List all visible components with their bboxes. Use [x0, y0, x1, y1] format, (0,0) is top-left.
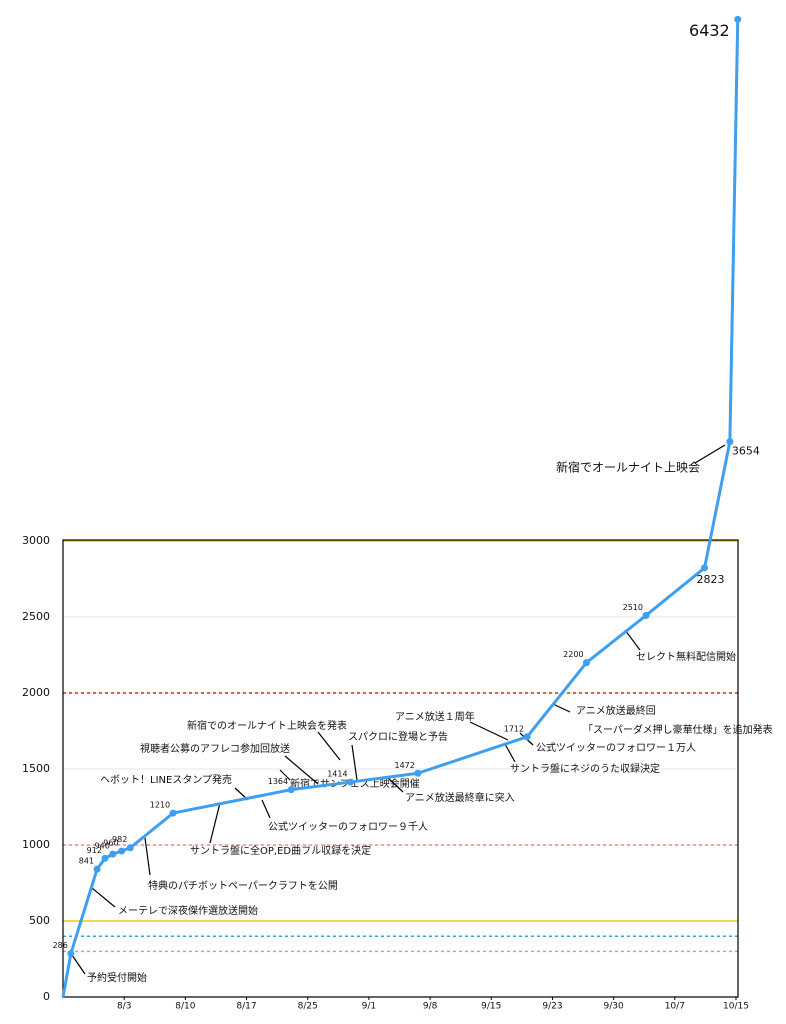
- annotation: 「スーパーダメ押し豪華仕様」を追加発表: [583, 723, 773, 736]
- annotation: 予約受付開始: [87, 971, 147, 984]
- y-tick-label: 1000: [22, 838, 50, 851]
- data-label: 960: [103, 839, 118, 848]
- data-label: 6432: [689, 21, 730, 40]
- data-label: 1712: [504, 724, 524, 733]
- point: [67, 950, 75, 958]
- point: [347, 778, 355, 786]
- annotation-leader: [694, 444, 726, 464]
- x-tick-label: 8/3: [117, 1002, 131, 1012]
- point: [101, 854, 109, 862]
- annotation: ヘボット！LINEスタンプ発売: [100, 773, 232, 786]
- y-tick-label: 500: [29, 914, 50, 927]
- annotation-leader: [469, 721, 509, 741]
- annotation-leader: [279, 769, 291, 781]
- data-label: 1414: [327, 770, 347, 779]
- point: [414, 769, 422, 777]
- annotation: 視聴者公募のアフレコ参加回放送: [140, 742, 290, 755]
- annotation: サントラ盤にネジのうた収録決定: [510, 762, 660, 775]
- data-label: 3654: [732, 445, 760, 458]
- data-label: 1472: [394, 761, 414, 770]
- annotation: サントラ盤に全OP,ED曲フル収録を決定: [190, 844, 371, 857]
- line: [61, 19, 740, 998]
- x-tick-label: 9/1: [362, 1002, 376, 1012]
- annotation-leader: [209, 802, 221, 844]
- data-label: 2510: [623, 603, 643, 612]
- point: [523, 733, 531, 741]
- x-tick-label: 8/17: [236, 1002, 256, 1012]
- x-tick-label: 9/23: [542, 1002, 562, 1012]
- point: [109, 850, 117, 858]
- point: [118, 847, 126, 855]
- y-tick-label: 2500: [22, 610, 50, 623]
- annotation-leader: [624, 629, 641, 651]
- y-tick-label: 3000: [22, 534, 50, 547]
- x-tick-label: 8/10: [175, 1002, 195, 1012]
- annotation: 公式ツイッターのフォロワー１万人: [536, 741, 696, 754]
- x-tick-label: 10/7: [665, 1002, 685, 1012]
- annotation: アニメ放送最終章に突入: [405, 791, 515, 804]
- annotation: 新宿でオールナイト上映会: [556, 460, 700, 475]
- annotation-leader: [317, 731, 341, 761]
- annotation-leader: [351, 744, 358, 781]
- annotation-leader: [91, 887, 116, 908]
- x-tick-label: 9/8: [423, 1002, 438, 1012]
- data-label: 2823: [697, 573, 725, 586]
- data-label: 940: [95, 842, 110, 851]
- annotation: 公式ツイッターのフォロワー９千人: [268, 820, 428, 833]
- annotation-leader: [144, 837, 151, 876]
- point: [93, 865, 101, 873]
- y-tick-label: 0: [43, 990, 50, 1003]
- point: [583, 659, 591, 667]
- x-tick-label: 9/15: [481, 1002, 501, 1012]
- data-label: 1210: [150, 801, 170, 810]
- annotation-leader: [386, 776, 404, 793]
- data-label: 982: [112, 835, 127, 844]
- data-label: 2200: [563, 650, 583, 659]
- annotation-leader: [284, 755, 319, 785]
- data-label: 912: [87, 846, 102, 855]
- data-label: 286: [53, 941, 68, 950]
- plot-frame: [62, 539, 739, 998]
- annotation-leader: [261, 799, 271, 819]
- annotation: アニメ放送１周年: [395, 710, 475, 723]
- data-label: 1364: [268, 777, 288, 786]
- annotation: 新宿でのオールナイト上映会を発表: [187, 719, 347, 732]
- annotation: メーテレで深夜傑作選放送開始: [118, 904, 258, 917]
- annotation: セレクト無料配信開始: [636, 650, 736, 663]
- point: [126, 844, 134, 852]
- point: [287, 786, 295, 794]
- point: [734, 15, 742, 23]
- annotation-leader: [552, 703, 571, 713]
- data-label: 841: [79, 857, 94, 866]
- annotation: 特典のパチボットペーパークラフトを公開: [148, 879, 338, 892]
- annotation: アニメ放送最終回: [576, 704, 656, 717]
- point: [726, 438, 734, 446]
- point: [701, 564, 709, 572]
- annotation: スパクロに登場と予告: [348, 730, 448, 743]
- x-tick-label: 9/30: [604, 1002, 624, 1012]
- point: [169, 809, 177, 817]
- x-tick-label: 8/25: [298, 1002, 318, 1012]
- y-tick-label: 2000: [22, 686, 50, 699]
- annotation-leader: [504, 743, 516, 763]
- annotation-leader: [71, 954, 86, 975]
- x-tick-label: 10/15: [723, 1002, 749, 1012]
- point: [642, 611, 650, 619]
- y-tick-label: 1500: [22, 762, 50, 775]
